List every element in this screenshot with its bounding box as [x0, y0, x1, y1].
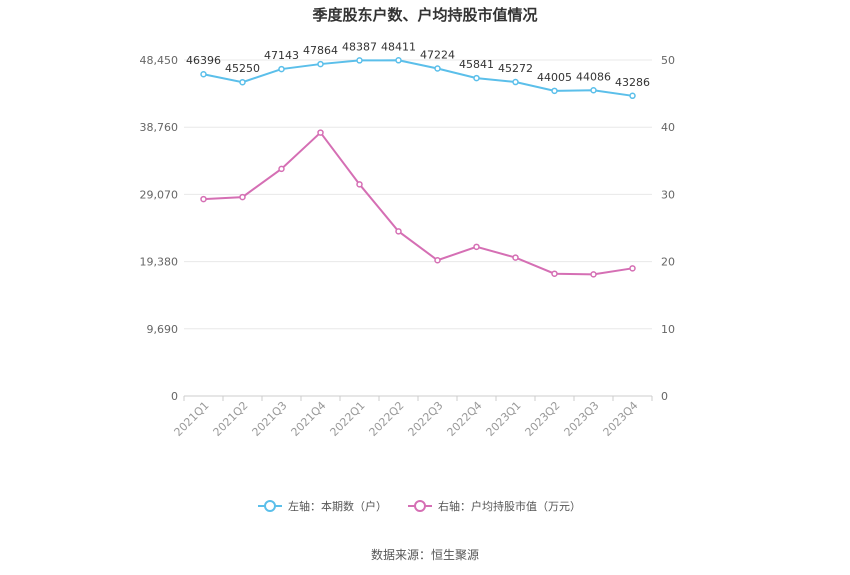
- data-point[interactable]: [590, 271, 597, 278]
- x-tick-label: 2021Q3: [250, 399, 290, 439]
- data-point[interactable]: [434, 65, 441, 72]
- data-label: 45841: [459, 58, 494, 71]
- data-label: 47143: [264, 49, 299, 62]
- chart-title: 季度股东户数、户均持股市值情况: [312, 6, 537, 24]
- data-point[interactable]: [356, 181, 363, 188]
- x-tick-label: 2023Q1: [484, 399, 524, 439]
- data-point[interactable]: [200, 70, 207, 78]
- legend-swatch-marker: [414, 500, 426, 512]
- data-point[interactable]: [239, 193, 246, 201]
- data-label: 47864: [303, 44, 338, 57]
- source-note: 数据来源：恒生聚源: [371, 547, 479, 562]
- series-line: [203, 131, 633, 276]
- series-line: [203, 59, 633, 97]
- grid-lines: [184, 59, 652, 397]
- data-point[interactable]: [551, 87, 558, 95]
- data-point[interactable]: [200, 195, 207, 203]
- data-point[interactable]: [473, 243, 480, 251]
- data-point[interactable]: [551, 270, 558, 277]
- data-point[interactable]: [278, 165, 285, 173]
- data-label: 48387: [342, 40, 377, 53]
- data-point[interactable]: [317, 60, 324, 68]
- data-point[interactable]: [356, 57, 363, 64]
- data-label: 45272: [498, 62, 533, 75]
- data-point[interactable]: [473, 74, 480, 82]
- data-point[interactable]: [629, 92, 636, 100]
- right-tick-label: 0: [661, 390, 668, 403]
- data-label: 45250: [225, 62, 260, 75]
- x-tick-label: 2021Q2: [211, 399, 251, 439]
- x-axis: 2021Q12021Q22021Q32021Q42022Q12022Q22022…: [172, 396, 653, 439]
- left-tick-label: 19,380: [140, 256, 179, 269]
- left-tick-label: 48,450: [140, 54, 179, 67]
- right-axis: 0 10 20 30 40 50: [661, 54, 675, 403]
- left-tick-label: 0: [171, 390, 178, 403]
- data-point[interactable]: [395, 57, 402, 64]
- data-label: 44005: [537, 71, 572, 84]
- left-tick-label: 29,070: [140, 188, 179, 201]
- data-point[interactable]: [512, 254, 519, 261]
- data-point[interactable]: [590, 87, 597, 94]
- data-label: 43286: [615, 76, 650, 89]
- x-tick-label: 2023Q2: [523, 399, 563, 439]
- data-label: 47224: [420, 49, 455, 62]
- legend[interactable]: 左轴：本期数（户） 右轴：户均持股市值（万元）: [258, 499, 581, 513]
- data-point[interactable]: [629, 265, 636, 272]
- series-layer: 46396 45250 47143 47864 48387 48411 47224 45841…: [186, 40, 650, 278]
- data-point[interactable]: [239, 78, 246, 86]
- right-tick-label: 50: [661, 54, 675, 67]
- left-tick-label: 38,760: [140, 121, 179, 134]
- data-point[interactable]: [395, 228, 402, 235]
- legend-swatch-marker: [264, 500, 276, 512]
- right-tick-label: 40: [661, 121, 675, 134]
- right-tick-label: 30: [661, 188, 675, 201]
- x-tick-label: 2022Q2: [367, 399, 407, 439]
- x-tick-label: 2022Q4: [445, 399, 485, 439]
- x-tick-label: 2022Q1: [328, 399, 368, 439]
- x-tick-label: 2023Q3: [562, 399, 602, 439]
- data-label: 44086: [576, 70, 611, 83]
- x-tick-label: 2023Q4: [601, 399, 641, 439]
- data-point[interactable]: [512, 78, 519, 86]
- data-point[interactable]: [434, 257, 441, 264]
- legend-label[interactable]: 右轴：户均持股市值（万元）: [438, 499, 581, 513]
- x-tick-label: 2021Q1: [172, 399, 212, 439]
- x-tick-label: 2021Q4: [289, 399, 329, 439]
- legend-label[interactable]: 左轴：本期数（户）: [288, 499, 387, 513]
- data-point[interactable]: [278, 65, 285, 73]
- left-axis: 0 9,690 19,380 29,070 38,760 48,450: [140, 54, 179, 403]
- data-point[interactable]: [317, 129, 324, 136]
- right-tick-label: 10: [661, 323, 675, 336]
- x-tick-label: 2022Q3: [406, 399, 446, 439]
- right-tick-label: 20: [661, 256, 675, 269]
- data-label: 48411: [381, 40, 416, 53]
- left-tick-label: 9,690: [147, 323, 179, 336]
- data-label: 46396: [186, 54, 221, 67]
